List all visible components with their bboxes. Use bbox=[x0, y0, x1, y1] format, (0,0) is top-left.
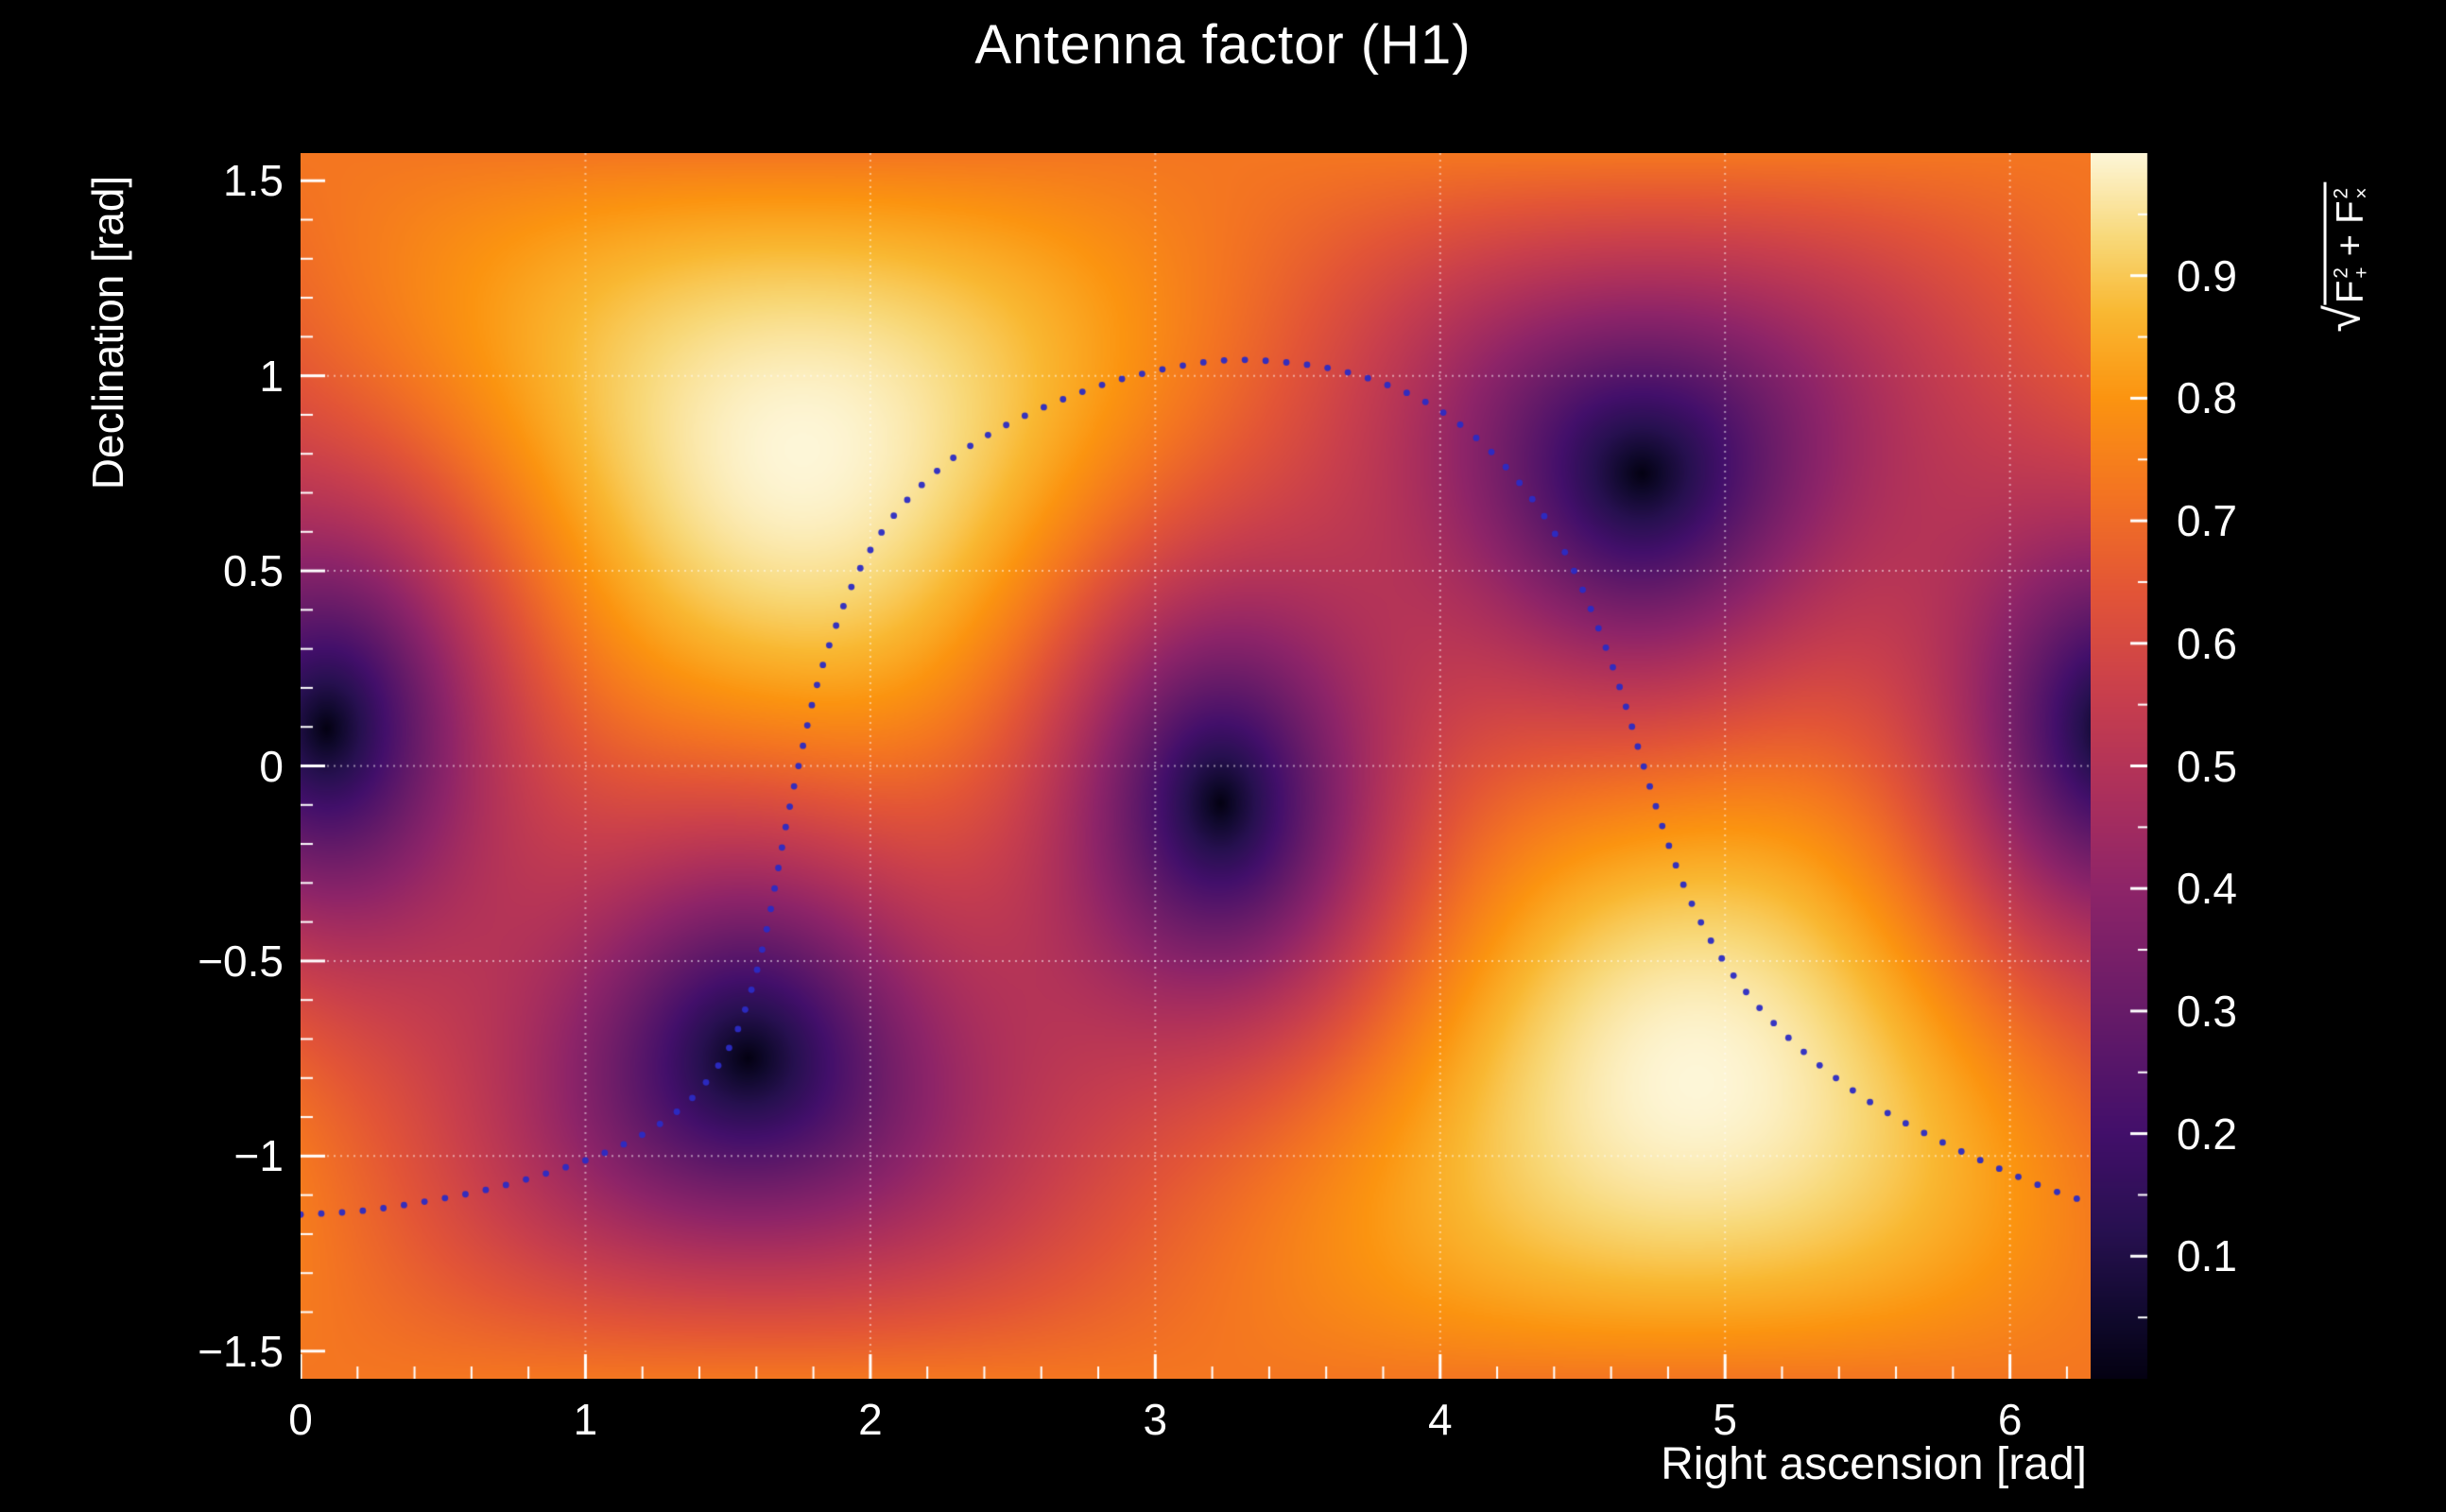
antenna-pattern-heatmap bbox=[301, 153, 2091, 1379]
page-title: Antenna factor (H1) bbox=[974, 14, 1472, 76]
fcross-sup: 2 bbox=[2330, 187, 2352, 199]
colorbar-tick-label: 0.5 bbox=[2177, 741, 2237, 791]
x-tick-label: 1 bbox=[573, 1395, 598, 1444]
colorbar-tick-label: 0.2 bbox=[2177, 1108, 2237, 1159]
x-tick-label: 2 bbox=[858, 1395, 883, 1444]
x-tick-label: 5 bbox=[1713, 1395, 1737, 1444]
colorbar-tick-label: 0.9 bbox=[2177, 250, 2237, 301]
colorbar-tick-label: 0.4 bbox=[2177, 864, 2237, 914]
y-axis-title: Declination [rad] bbox=[83, 175, 132, 490]
radical-sign: √ bbox=[2316, 305, 2371, 333]
x-tick-label: 4 bbox=[1427, 1395, 1453, 1444]
y-tick-label: −0.5 bbox=[198, 936, 284, 986]
colorbar-tick-label: 0.7 bbox=[2177, 496, 2237, 546]
y-tick-label: 1.5 bbox=[223, 156, 284, 206]
colorbar-tick-label: 0.8 bbox=[2177, 373, 2237, 423]
fplus-sup: 2 bbox=[2330, 267, 2352, 279]
fplus-scripts: 2 + bbox=[2330, 266, 2373, 279]
y-tick-label: −1.5 bbox=[198, 1326, 284, 1376]
fcross-scripts: 2 × bbox=[2330, 187, 2373, 199]
fplus-base: F bbox=[2329, 280, 2371, 304]
colorbar-title: √ F 2 + + F 2 × bbox=[2316, 181, 2373, 333]
x-tick-label: 3 bbox=[1143, 1395, 1168, 1444]
y-tick-label: −1 bbox=[233, 1131, 284, 1181]
fplus-sub: + bbox=[2351, 266, 2373, 279]
colorbar-tick-label: 0.3 bbox=[2177, 986, 2237, 1036]
y-tick-label: 0.5 bbox=[223, 546, 284, 596]
x-tick-label: 6 bbox=[1997, 1395, 2023, 1444]
y-tick-label: 1 bbox=[259, 351, 284, 401]
fcross-base: F bbox=[2329, 200, 2371, 224]
plus-sign: + bbox=[2329, 223, 2371, 267]
colorbar bbox=[2091, 153, 2185, 1379]
x-axis-title: Right ascension [rad] bbox=[1661, 1439, 2087, 1489]
x-tick-label: 0 bbox=[288, 1395, 313, 1444]
fcross-sub: × bbox=[2351, 187, 2373, 199]
colorbar-tick-label: 0.1 bbox=[2177, 1231, 2237, 1281]
colorbar-title-expression: F 2 + + F 2 × bbox=[2323, 181, 2373, 306]
y-tick-label: 0 bbox=[259, 741, 284, 791]
colorbar-tick-label: 0.6 bbox=[2177, 618, 2237, 668]
